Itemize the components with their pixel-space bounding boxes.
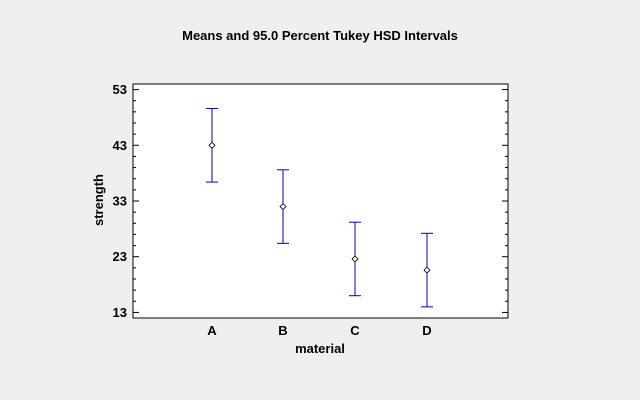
interval-b bbox=[277, 169, 289, 244]
interval-a bbox=[206, 108, 218, 183]
x-axis: A B C D bbox=[207, 323, 431, 338]
y-tick-label: 23 bbox=[113, 249, 127, 264]
mean-marker bbox=[351, 255, 359, 263]
y-tick-label: 43 bbox=[113, 138, 127, 153]
mean-marker bbox=[208, 141, 216, 149]
y-tick-label: 13 bbox=[113, 305, 127, 320]
x-tick-label-b: B bbox=[278, 323, 287, 338]
y-tick-label: 53 bbox=[113, 82, 127, 97]
plot-area bbox=[132, 83, 509, 319]
x-tick-label-d: D bbox=[422, 323, 431, 338]
x-axis-label: material bbox=[295, 341, 345, 356]
interval-d bbox=[421, 232, 433, 308]
y-tick-label: 33 bbox=[113, 194, 127, 209]
mean-marker bbox=[279, 203, 287, 211]
chart-title: Means and 95.0 Percent Tukey HSD Interva… bbox=[182, 28, 458, 43]
interval-series bbox=[206, 108, 433, 308]
y-axis: 13 23 33 43 53 bbox=[113, 82, 508, 320]
x-tick-label-c: C bbox=[350, 323, 360, 338]
mean-marker bbox=[423, 266, 431, 274]
interval-c bbox=[349, 221, 361, 297]
x-tick-label-a: A bbox=[207, 323, 217, 338]
y-axis-label: strength bbox=[91, 174, 106, 226]
